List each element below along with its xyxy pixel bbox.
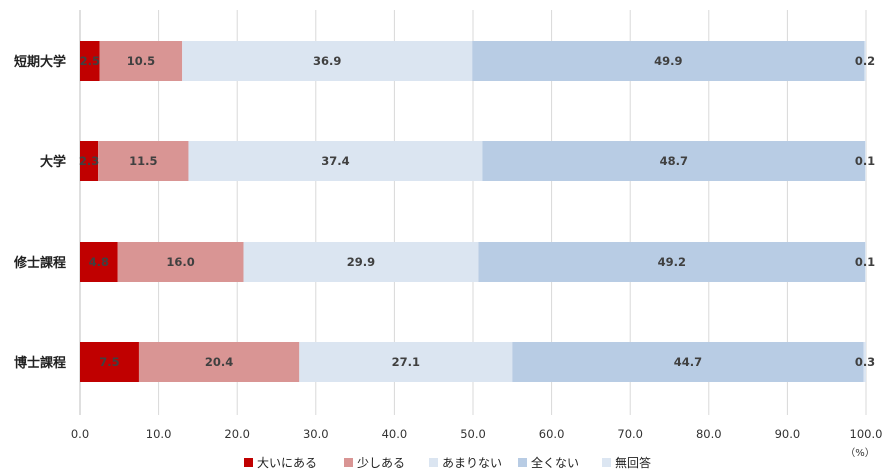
- bar-segment: [182, 41, 473, 81]
- x-tick-label: 10.0: [146, 427, 172, 441]
- data-label: 27.1: [392, 355, 420, 369]
- data-label: 20.4: [205, 355, 233, 369]
- data-label: 2.5: [80, 54, 100, 68]
- x-tick-label: 90.0: [775, 427, 801, 441]
- bar-segment: [80, 41, 100, 81]
- category-label: 博士課程: [14, 355, 66, 371]
- data-label: 49.2: [658, 255, 686, 269]
- data-label: 4.8: [89, 255, 109, 269]
- legend-swatch: [602, 458, 611, 467]
- category-label: 短期大学: [14, 54, 66, 70]
- unit-label: （%）: [845, 447, 875, 459]
- x-tick-label: 60.0: [539, 427, 565, 441]
- data-label: 2.3: [79, 154, 99, 168]
- bar-segment: [80, 141, 99, 181]
- bar-segment: [512, 342, 864, 382]
- legend-label: 無回答: [615, 455, 651, 470]
- data-label: 36.9: [313, 54, 341, 68]
- data-label: 7.5: [99, 355, 119, 369]
- data-label: 48.7: [660, 154, 688, 168]
- legend-label: 少しある: [357, 456, 405, 470]
- legend-swatch: [518, 458, 527, 467]
- x-tick-label: 80.0: [696, 427, 722, 441]
- data-label: 0.2: [855, 54, 875, 68]
- bar-segment: [865, 242, 866, 282]
- bar-segment: [80, 242, 118, 282]
- bar-segment: [299, 342, 513, 382]
- bar-area: 2.5 10.5 36.9 49.9 0.2 2.3 11.5 37.4 48.7 0.1 4.8 1…: [79, 41, 875, 382]
- x-tick-label: 50.0: [460, 427, 486, 441]
- legend-label: 全くない: [531, 455, 579, 470]
- data-label: 37.4: [321, 154, 349, 168]
- legend: 大いにある 少しある あまりない 全くない 無回答: [244, 455, 651, 470]
- x-tick-label: 70.0: [617, 427, 643, 441]
- bar-segment: [864, 41, 866, 81]
- bar-segment: [472, 41, 865, 81]
- category-label: 大学: [40, 154, 66, 170]
- x-tick-label: 20.0: [224, 427, 250, 441]
- data-label: 11.5: [129, 154, 157, 168]
- x-tick-label: 30.0: [303, 427, 329, 441]
- x-axis-tick-labels: 0.0 10.0 20.0 30.0 40.0 50.0 60.0 70.0 80.0 90.0 1…: [71, 427, 883, 441]
- data-label: 49.9: [654, 54, 682, 68]
- bar-segment: [243, 242, 479, 282]
- x-tick-label: 40.0: [382, 427, 408, 441]
- legend-swatch: [429, 458, 438, 467]
- data-label: 44.7: [674, 355, 702, 369]
- x-tick-label: 0.0: [71, 427, 89, 441]
- bar-segment: [865, 141, 866, 181]
- data-label: 10.5: [127, 54, 155, 68]
- category-label: 修士課程: [13, 255, 66, 271]
- bar-segment: [117, 242, 244, 282]
- bar-segment: [863, 342, 866, 382]
- legend-label: 大いにある: [257, 456, 317, 470]
- bar-segment: [99, 41, 183, 81]
- bar-segment: [482, 141, 866, 181]
- data-label: 0.3: [855, 355, 875, 369]
- data-label: 29.9: [347, 255, 375, 269]
- x-tick-label: 100.0: [850, 427, 883, 441]
- legend-label: あまりない: [442, 456, 502, 470]
- legend-swatch: [244, 458, 253, 467]
- bar-segment: [98, 141, 189, 181]
- data-label: 16.0: [166, 255, 194, 269]
- data-label: 0.1: [855, 255, 875, 269]
- data-label: 0.1: [855, 154, 875, 168]
- bar-segment: [80, 342, 139, 382]
- bar-segment: [138, 342, 300, 382]
- bar-segment: [478, 242, 866, 282]
- bar-segment: [188, 141, 483, 181]
- legend-swatch: [344, 458, 353, 467]
